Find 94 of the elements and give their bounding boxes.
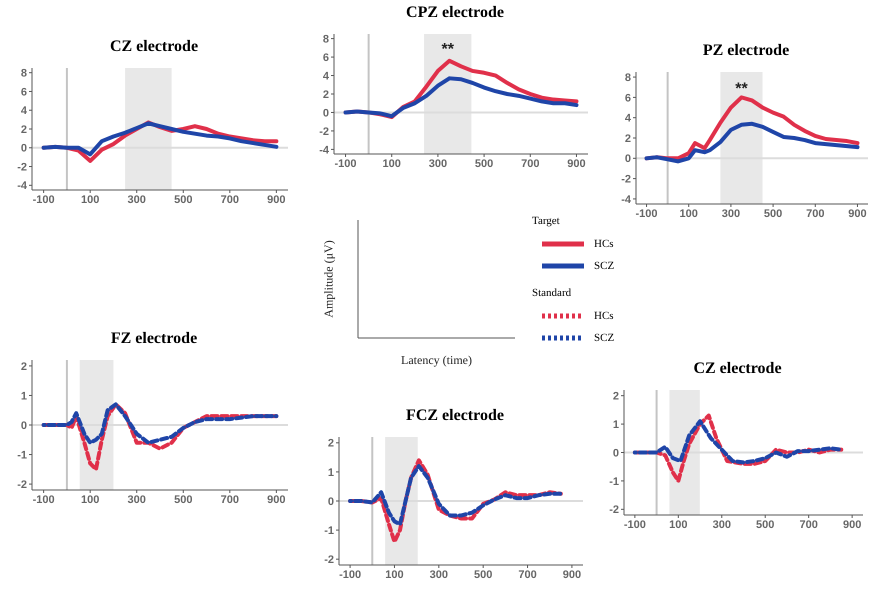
- y-tick-label: 1: [328, 466, 334, 479]
- x-tick-label: 300: [722, 208, 740, 220]
- y-tick-label: 2: [20, 360, 27, 373]
- x-tick-label: -100: [32, 494, 55, 506]
- x-tick-label: 100: [382, 158, 401, 170]
- x-tick-label: 100: [680, 208, 698, 220]
- x-tick-label: 700: [518, 568, 537, 581]
- x-tick-label: 100: [81, 194, 100, 206]
- chart-title: PZ electrode: [702, 41, 790, 61]
- legend-label: HCs: [594, 238, 614, 250]
- y-tick-label: 0: [20, 420, 27, 432]
- x-tick-label: -100: [624, 518, 646, 531]
- text: Latency (time): [401, 353, 472, 367]
- y-tick-label: -2: [17, 478, 27, 491]
- line-series: [632, 419, 844, 464]
- x-tick-label: 700: [806, 208, 824, 220]
- line-series: [348, 464, 563, 526]
- y-tick-label: 2: [20, 124, 27, 136]
- legend-title: Standard: [532, 287, 572, 299]
- y-tick-label: -1: [609, 476, 619, 488]
- x-tick-label: 700: [800, 518, 818, 531]
- line-series: [42, 121, 278, 156]
- legend-title: Target: [532, 215, 560, 227]
- chart-title: CPZ electrode: [405, 3, 505, 23]
- y-tick-label: 2: [328, 438, 334, 450]
- y-tick-label: 8: [624, 72, 631, 84]
- chart-title: FCZ electrode: [405, 406, 505, 426]
- chart-title: CZ electrode: [108, 37, 200, 57]
- x-tick-label: 300: [128, 194, 146, 206]
- x-tick-label: 900: [848, 208, 867, 220]
- y-tick-label: -1: [17, 449, 27, 462]
- y-tick-label: -2: [319, 126, 329, 138]
- y-tick-label: 0: [328, 496, 334, 508]
- text: Amplitude (μV): [321, 240, 336, 318]
- y-tick-label: 0: [612, 447, 619, 460]
- x-tick-label: 900: [562, 568, 582, 581]
- x-tick-label: -100: [339, 568, 362, 581]
- x-tick-label: 500: [474, 158, 494, 170]
- x-tick-label: 300: [430, 568, 448, 581]
- x-tick-label: 100: [385, 568, 404, 581]
- y-tick-label: -2: [621, 174, 631, 186]
- x-tick-label: 500: [764, 208, 782, 220]
- x-tick-label: 300: [428, 158, 448, 170]
- x-tick-label: -100: [334, 158, 357, 170]
- y-tick-label: -2: [324, 554, 334, 566]
- annotation: **: [441, 41, 455, 58]
- y-tick-label: 1: [20, 390, 27, 402]
- y-tick-label: -4: [621, 194, 632, 206]
- y-tick-label: 4: [624, 112, 632, 125]
- x-tick-label: 700: [220, 194, 239, 206]
- y-tick-label: 8: [20, 68, 27, 80]
- y-tick-label: 6: [322, 52, 329, 64]
- chart-title: CZ electrode: [692, 359, 783, 379]
- x-tick-label: 300: [712, 518, 731, 531]
- x-tick-label: 100: [669, 518, 688, 531]
- x-tick-label: 900: [267, 194, 286, 206]
- line-series: [344, 76, 578, 118]
- x-tick-label: 700: [220, 494, 239, 506]
- x-tick-label: -100: [32, 194, 55, 206]
- line-series: [42, 402, 278, 445]
- x-tick-label: 700: [521, 158, 540, 170]
- y-tick-label: -2: [609, 504, 619, 516]
- y-tick-label: 6: [624, 92, 631, 104]
- chart-title: FZ electrode: [110, 329, 198, 349]
- y-tick-label: 8: [322, 34, 329, 46]
- x-tick-label: 900: [267, 494, 286, 506]
- y-tick-label: 2: [612, 390, 619, 403]
- x-tick-label: -100: [636, 208, 658, 220]
- x-tick-label: 100: [81, 494, 100, 506]
- x-tick-label: 900: [842, 518, 862, 531]
- y-tick-label: -2: [17, 161, 27, 174]
- legend-label: SCZ: [594, 260, 614, 272]
- y-tick-label: -4: [319, 144, 330, 156]
- x-tick-label: 300: [128, 494, 146, 506]
- annotation: **: [735, 80, 748, 98]
- x-tick-label: 500: [474, 568, 492, 581]
- legend-label: SCZ: [594, 332, 614, 344]
- y-tick-label: 1: [612, 418, 619, 431]
- y-tick-label: -1: [324, 524, 334, 537]
- x-tick-label: 500: [756, 518, 774, 531]
- y-tick-label: 4: [322, 70, 330, 82]
- x-tick-label: 500: [174, 494, 192, 506]
- x-tick-label: 500: [174, 194, 192, 206]
- legend-label: HCs: [594, 310, 614, 322]
- y-tick-label: 4: [20, 105, 28, 118]
- y-tick-label: 2: [322, 88, 329, 101]
- y-tick-label: 6: [20, 86, 27, 98]
- line-series: [644, 122, 860, 164]
- y-tick-label: 0: [322, 107, 329, 120]
- y-tick-label: 0: [624, 153, 631, 166]
- y-tick-label: 0: [20, 142, 27, 155]
- y-tick-label: 2: [624, 132, 631, 145]
- x-tick-label: 900: [567, 158, 586, 170]
- y-tick-label: -4: [17, 180, 28, 192]
